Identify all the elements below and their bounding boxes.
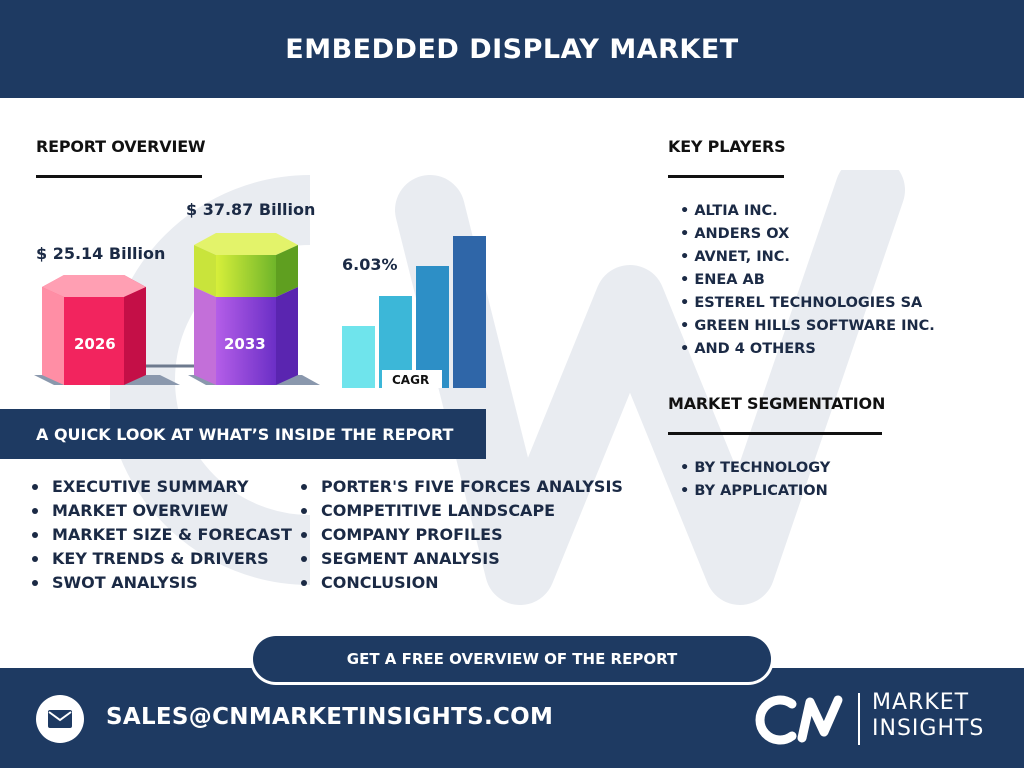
value-2026-label: $ 25.14 Billion <box>36 244 166 263</box>
free-overview-button-label: GET A FREE OVERVIEW OF THE REPORT <box>346 650 678 668</box>
list-item: COMPANY PROFILES <box>301 524 623 548</box>
list-item: • ENEA AB <box>680 272 765 288</box>
hexagon-columns-graphic <box>34 233 320 385</box>
logo-wordmark: MARKET INSIGHTS <box>872 690 984 742</box>
market-segmentation-heading: MARKET SEGMENTATION <box>668 394 886 413</box>
key-players-list: • ALTIA INC. • ANDERS OX • AVNET, INC. •… <box>680 202 935 363</box>
list-item: KEY TRENDS & DRIVERS <box>32 548 292 572</box>
report-contents-right: PORTER'S FIVE FORCES ANALYSIS COMPETITIV… <box>301 476 623 596</box>
list-item: • ANDERS OX <box>680 226 790 242</box>
list-item: EXECUTIVE SUMMARY <box>32 476 292 500</box>
list-item: MARKET SIZE & FORECAST <box>32 524 292 548</box>
list-item: • BY APPLICATION <box>680 483 828 499</box>
list-item: • ESTEREL TECHNOLOGIES SA <box>680 295 923 311</box>
list-item: • AND 4 OTHERS <box>680 341 816 357</box>
cn-logo-icon <box>755 695 843 745</box>
logo-divider <box>858 693 860 745</box>
quick-look-heading: A QUICK LOOK AT WHAT’S INSIDE THE REPORT <box>36 424 454 444</box>
key-players-heading: KEY PLAYERS <box>668 137 786 156</box>
logo-line-2: INSIGHTS <box>872 716 985 741</box>
list-item: COMPETITIVE LANDSCAPE <box>301 500 623 524</box>
list-item: MARKET OVERVIEW <box>32 500 292 524</box>
cagr-value: 6.03% <box>342 255 398 274</box>
quick-look-banner: A QUICK LOOK AT WHAT’S INSIDE THE REPORT <box>0 409 486 459</box>
cagr-bars-graphic <box>342 236 486 388</box>
segmentation-list: • BY TECHNOLOGY • BY APPLICATION <box>680 459 830 505</box>
mail-icon <box>48 710 72 728</box>
key-players-underline <box>668 175 784 178</box>
list-item: • GREEN HILLS SOFTWARE INC. <box>680 318 935 334</box>
list-item: SEGMENT ANALYSIS <box>301 548 623 572</box>
list-item: • ALTIA INC. <box>680 203 778 219</box>
report-overview-heading: REPORT OVERVIEW <box>36 137 206 156</box>
column-2033 <box>194 233 298 385</box>
list-item: SWOT ANALYSIS <box>32 572 292 596</box>
page-title: EMBEDDED DISPLAY MARKET <box>285 33 739 65</box>
list-item: • BY TECHNOLOGY <box>680 460 831 476</box>
free-overview-button-inner[interactable]: GET A FREE OVERVIEW OF THE REPORT <box>253 636 771 682</box>
cagr-label: CAGR <box>392 373 430 387</box>
logo-line-1: MARKET <box>872 690 970 715</box>
report-overview-underline <box>36 175 202 178</box>
value-2033-label: $ 37.87 Billion <box>186 200 316 219</box>
list-item: • AVNET, INC. <box>680 249 790 265</box>
column-2026 <box>42 275 146 385</box>
list-item: PORTER'S FIVE FORCES ANALYSIS <box>301 476 623 500</box>
sales-email-link[interactable]: SALES@CNMARKETINSIGHTS.COM <box>106 704 554 730</box>
header-banner: EMBEDDED DISPLAY MARKET <box>0 0 1024 98</box>
mail-button[interactable] <box>36 695 84 743</box>
year-2033-label: 2033 <box>224 335 266 353</box>
report-contents-left: EXECUTIVE SUMMARY MARKET OVERVIEW MARKET… <box>32 476 292 596</box>
market-segmentation-underline <box>668 432 882 435</box>
list-item: CONCLUSION <box>301 572 623 596</box>
year-2026-label: 2026 <box>74 335 116 353</box>
free-overview-button[interactable]: GET A FREE OVERVIEW OF THE REPORT <box>250 633 774 685</box>
